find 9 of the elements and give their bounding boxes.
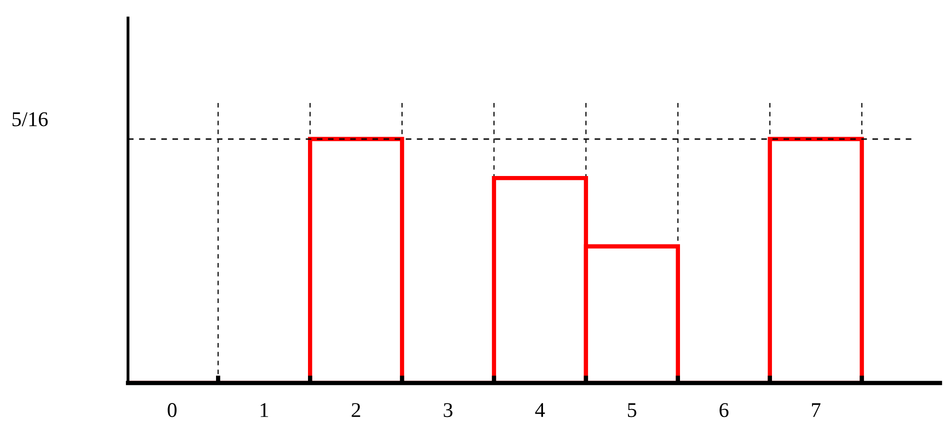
x-tick-label: 5 [628,403,636,418]
x-tick-label: 7 [812,403,820,417]
x-tick-label: 4 [535,403,545,417]
x-tick-label: 1 [260,403,268,417]
x-tick-label: 6 [720,403,728,418]
x-tick-label: 3 [444,403,452,418]
text: 5/16 [12,112,48,126]
x-tick-label: 2 [352,403,360,417]
x-tick-label: 0 [168,403,177,418]
